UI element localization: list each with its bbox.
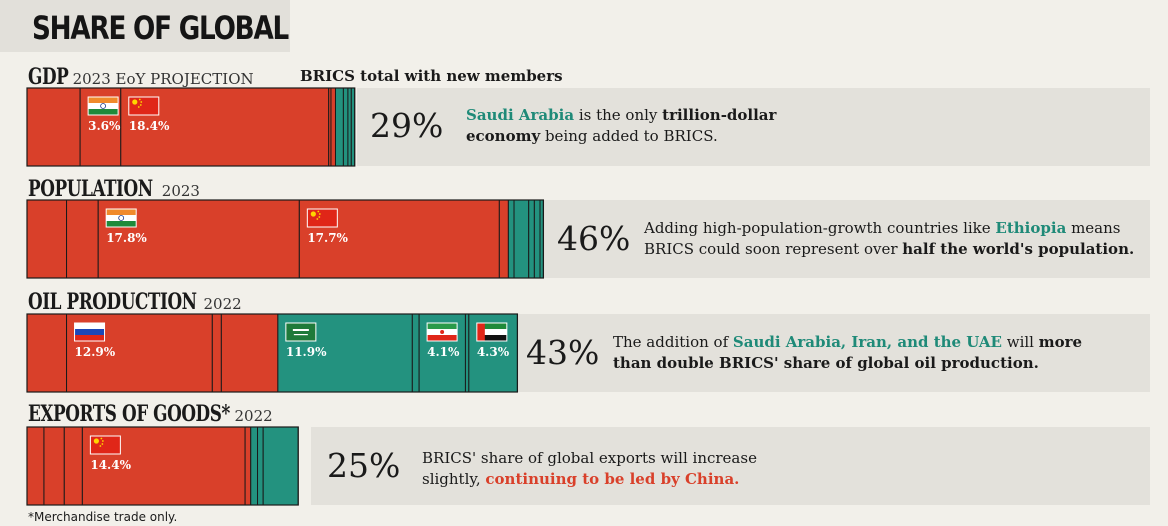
exports-band	[311, 427, 1150, 505]
exports-bar-frame	[26, 426, 299, 506]
exports-subtitle: 2022	[234, 407, 273, 425]
oil-segment-label-1: 12.9%	[75, 345, 116, 359]
population-desc-t1: Adding high-population-growth countries …	[644, 219, 996, 237]
oil-segment-label-8: 4.3%	[477, 345, 510, 359]
population-section-label: POPULATION 2023	[28, 176, 200, 202]
gdp-desc-hl: Saudi Arabia	[466, 106, 575, 124]
india-flag-icon	[105, 208, 137, 228]
population-segment-label-3: 17.7%	[307, 231, 348, 245]
gdp-bar: 3.6% 18.4%	[26, 87, 356, 167]
china-flag-icon	[89, 435, 121, 455]
iran-flag-icon	[426, 322, 458, 342]
gdp-segment-label-1: 3.6%	[88, 119, 121, 133]
oil-desc-t2: will	[1001, 333, 1039, 351]
gdp-bar-frame	[26, 87, 356, 167]
india-flag-icon	[87, 96, 119, 116]
gdp-segment-7	[347, 87, 352, 167]
gdp-band	[357, 88, 1150, 166]
population-bar: 17.8% 17.7%	[26, 199, 545, 279]
oil-title: OIL PRODUCTION	[28, 289, 197, 315]
gdp-section-label: GDP 2023 EoY PROJECTION	[28, 64, 254, 90]
gdp-segment-5	[334, 87, 344, 167]
gdp-subtitle: 2023 EoY PROJECTION	[72, 70, 254, 88]
oil-segment-5	[411, 313, 420, 393]
gdp-desc-t2: being added to BRICS.	[540, 127, 718, 145]
population-total: 46%	[557, 219, 631, 258]
uae-flag-icon	[476, 322, 508, 342]
population-desc-hl: Ethiopia	[995, 219, 1067, 237]
oil-segment-3	[220, 313, 279, 393]
gdp-segment-4	[330, 87, 336, 167]
gdp-desc-b1: trillion-dollar economy	[466, 106, 777, 145]
population-desc-b1: half the world's population.	[902, 240, 1135, 258]
exports-segment-4	[244, 426, 252, 506]
exports-segment-7	[262, 426, 299, 506]
saudi-flag-icon	[285, 322, 317, 342]
exports-segment-0	[26, 426, 45, 506]
gdp-segment-label-2: 18.4%	[129, 119, 170, 133]
exports-segment-1	[43, 426, 65, 506]
population-segment-1	[66, 199, 99, 279]
oil-segment-label-4: 11.9%	[286, 345, 327, 359]
gdp-total: 29%	[370, 106, 444, 145]
oil-segment-0	[26, 313, 68, 393]
gdp-desc-t1: is the only	[574, 106, 663, 124]
exports-description: BRICS' share of global exports will incr…	[422, 448, 782, 490]
oil-desc-b1: more than double BRICS' share of global …	[613, 333, 1083, 372]
population-title: POPULATION	[28, 176, 153, 202]
oil-section-label: OIL PRODUCTION 2022	[28, 289, 242, 315]
exports-bar: 14.4%	[26, 426, 299, 506]
china-flag-icon	[128, 96, 160, 116]
population-segment-8	[533, 199, 541, 279]
oil-segment-2	[211, 313, 222, 393]
oil-segment-label-6: 4.1%	[427, 345, 460, 359]
gdp-title: GDP	[28, 64, 69, 90]
exports-desc-t1: BRICS' share of global exports will incr…	[422, 449, 757, 488]
oil-subtitle: 2022	[203, 295, 242, 313]
population-bar-frame	[26, 199, 545, 279]
oil-segment-7	[464, 313, 470, 393]
oil-description: The addition of Saudi Arabia, Iran, and …	[613, 332, 1083, 374]
footnote: *Merchandise trade only.	[28, 510, 178, 524]
population-subtitle: 2023	[161, 182, 200, 200]
oil-total: 43%	[526, 333, 600, 372]
exports-segment-5	[250, 426, 259, 506]
gdp-description: Saudi Arabia is the only trillion-dollar…	[466, 105, 826, 147]
population-description: Adding high-population-growth countries …	[644, 218, 1144, 260]
header-box	[0, 0, 290, 52]
oil-desc-t1: The addition of	[613, 333, 733, 351]
china-flag-icon	[306, 208, 338, 228]
exports-title: EXPORTS OF GOODS*	[28, 401, 230, 427]
gdp-segment-0	[26, 87, 81, 167]
exports-segment-6	[257, 426, 264, 506]
population-segment-4	[498, 199, 509, 279]
gdp-segment-6	[342, 87, 349, 167]
population-segment-7	[528, 199, 535, 279]
oil-bar-frame	[26, 313, 519, 393]
oil-bar: 12.9% 11.9% 4.1% 4.3%	[26, 313, 519, 393]
exports-segment-label-3: 14.4%	[90, 458, 131, 472]
population-segment-6	[513, 199, 530, 279]
exports-desc-red: continuing to be led by China.	[485, 470, 740, 488]
population-segment-5	[507, 199, 515, 279]
russia-flag-icon	[74, 322, 106, 342]
population-segment-label-2: 17.8%	[106, 231, 147, 245]
population-desc-t2: means BRICS could soon represent over	[644, 219, 1121, 258]
oil-band	[513, 314, 1150, 392]
exports-segment-2	[63, 426, 83, 506]
exports-section-label: EXPORTS OF GOODS* 2022	[28, 401, 273, 427]
exports-total: 25%	[327, 446, 401, 485]
population-segment-0	[26, 199, 68, 279]
population-band	[543, 200, 1150, 278]
page-title: SHARE OF GLOBAL	[32, 9, 289, 47]
oil-desc-hl: Saudi Arabia, Iran, and the UAE	[732, 333, 1002, 351]
brics-total-label: BRICS total with new members	[300, 67, 563, 85]
